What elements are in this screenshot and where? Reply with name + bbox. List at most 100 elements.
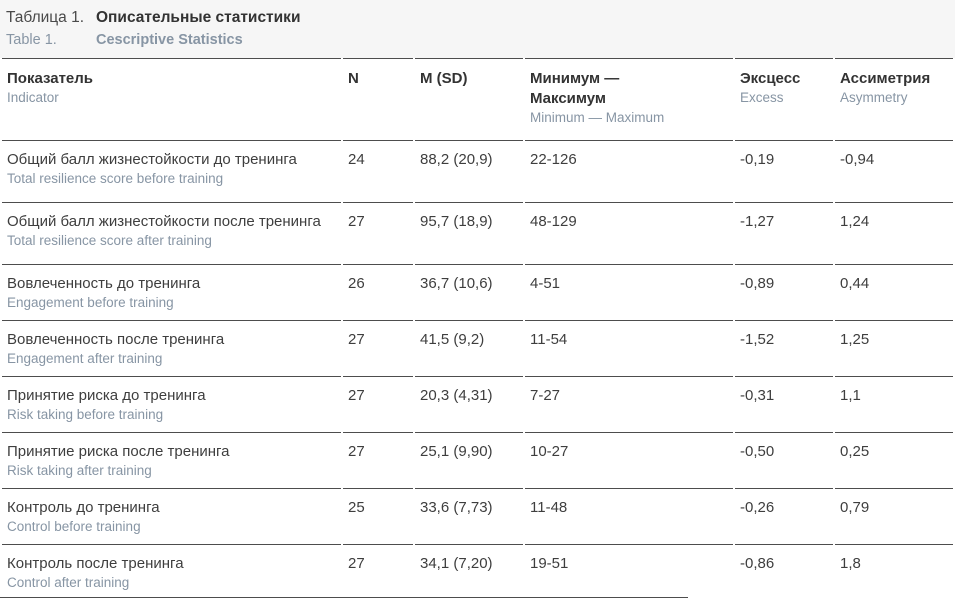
table-row: Общий балл жизнестойкости до тренинга To… xyxy=(2,140,953,202)
m-sd-value: 36,7 (10,6) xyxy=(420,275,493,292)
table-row: Принятие риска после тренинга Risk takin… xyxy=(2,432,953,488)
asymmetry-value: 1,24 xyxy=(840,213,870,230)
excess-cell: -1,52 xyxy=(735,320,833,376)
excess-value: -0,50 xyxy=(740,443,775,460)
min-max-cell: 48-129 xyxy=(525,202,733,264)
excess-cell: -0,86 xyxy=(735,544,833,600)
min-max-value: 19-51 xyxy=(530,555,569,572)
min-max-cell: 11-54 xyxy=(525,320,733,376)
n-cell: 27 xyxy=(343,320,413,376)
asymmetry-cell: -0,94 xyxy=(835,140,953,202)
table-row: Общий балл жизнестойкости после тренинга… xyxy=(2,202,953,264)
row-label-ru: Общий балл жизнестойкости после тренинга xyxy=(7,213,321,230)
excess-value: -0,19 xyxy=(740,151,775,168)
n-cell: 25 xyxy=(343,488,413,544)
n-value: 27 xyxy=(348,387,365,404)
asymmetry-cell: 0,79 xyxy=(835,488,953,544)
table-row: Контроль после тренинга Control after tr… xyxy=(2,544,953,600)
n-cell: 24 xyxy=(343,140,413,202)
indicator-cell: Принятие риска до тренинга Risk taking b… xyxy=(2,376,341,432)
row-label-ru: Принятие риска после тренинга xyxy=(7,443,230,460)
column-header-indicator: Показатель Indicator xyxy=(2,58,341,140)
min-max-cell: 7-27 xyxy=(525,376,733,432)
excess-cell: -0,19 xyxy=(735,140,833,202)
n-value: 24 xyxy=(348,151,365,168)
excess-value: -0,86 xyxy=(740,555,775,572)
n-value: 27 xyxy=(348,443,365,460)
table-caption: Таблица 1. Описательные статистики Table … xyxy=(0,0,955,58)
n-value: 27 xyxy=(348,555,365,572)
row-label-en: Engagement after training xyxy=(7,351,163,366)
caption-line-en: Table 1. Cescriptive Statistics xyxy=(6,29,955,51)
row-label-en: Total resilience score before training xyxy=(7,171,224,186)
n-value: 27 xyxy=(348,213,365,230)
column-header-excess: Эксцесс Excess xyxy=(735,58,833,140)
table-row: Вовлеченность после тренинга Engagement … xyxy=(2,320,953,376)
indicator-cell: Принятие риска после тренинга Risk takin… xyxy=(2,432,341,488)
m-sd-value: 95,7 (18,9) xyxy=(420,213,493,230)
m-sd-cell: 25,1 (9,90) xyxy=(415,432,523,488)
asymmetry-value: 0,79 xyxy=(840,499,870,516)
next-row-border-fragment xyxy=(0,597,688,598)
asymmetry-cell: 0,25 xyxy=(835,432,953,488)
asymmetry-cell: 1,25 xyxy=(835,320,953,376)
n-cell: 27 xyxy=(343,202,413,264)
row-label-en: Risk taking before training xyxy=(7,407,164,422)
m-sd-value: 88,2 (20,9) xyxy=(420,151,493,168)
m-sd-cell: 20,3 (4,31) xyxy=(415,376,523,432)
min-max-cell: 11-48 xyxy=(525,488,733,544)
excess-cell: -0,26 xyxy=(735,488,833,544)
column-header-excess-ru: Эксцесс xyxy=(740,70,801,87)
row-label-ru: Вовлеченность до тренинга xyxy=(7,275,201,292)
column-header-indicator-ru: Показатель xyxy=(7,70,94,87)
indicator-cell: Общий балл жизнестойкости до тренинга To… xyxy=(2,140,341,202)
asymmetry-value: 1,25 xyxy=(840,331,870,348)
indicator-cell: Контроль после тренинга Control after tr… xyxy=(2,544,341,600)
asymmetry-value: -0,94 xyxy=(840,151,875,168)
column-header-m-sd: M (SD) xyxy=(415,58,523,140)
min-max-cell: 22-126 xyxy=(525,140,733,202)
min-max-value: 7-27 xyxy=(530,387,561,404)
column-header-n-label: N xyxy=(348,70,359,87)
indicator-cell: Общий балл жизнестойкости после тренинга… xyxy=(2,202,341,264)
table-number-en: Table 1. xyxy=(6,32,57,48)
excess-cell: -0,50 xyxy=(735,432,833,488)
table-title-ru: Описательные статистики xyxy=(96,9,301,26)
min-max-value: 48-129 xyxy=(530,213,577,230)
asymmetry-value: 1,1 xyxy=(840,387,861,404)
excess-cell: -1,27 xyxy=(735,202,833,264)
column-header-excess-en: Excess xyxy=(740,90,784,105)
m-sd-value: 25,1 (9,90) xyxy=(420,443,493,460)
asymmetry-value: 0,44 xyxy=(840,275,870,292)
excess-value: -0,89 xyxy=(740,275,775,292)
excess-value: -0,26 xyxy=(740,499,775,516)
asymmetry-cell: 1,8 xyxy=(835,544,953,600)
table-title-en: Cescriptive Statistics xyxy=(96,32,243,48)
caption-line-ru: Таблица 1. Описательные статистики xyxy=(6,7,955,29)
asymmetry-value: 1,8 xyxy=(840,555,861,572)
min-max-cell: 10-27 xyxy=(525,432,733,488)
indicator-cell: Контроль до тренинга Control before trai… xyxy=(2,488,341,544)
table-row: Вовлеченность до тренинга Engagement bef… xyxy=(2,264,953,320)
asymmetry-cell: 0,44 xyxy=(835,264,953,320)
indicator-cell: Вовлеченность до тренинга Engagement bef… xyxy=(2,264,341,320)
m-sd-value: 34,1 (7,20) xyxy=(420,555,493,572)
asymmetry-cell: 1,1 xyxy=(835,376,953,432)
column-header-indicator-en: Indicator xyxy=(7,90,59,105)
n-value: 27 xyxy=(348,331,365,348)
indicator-cell: Вовлеченность после тренинга Engagement … xyxy=(2,320,341,376)
row-label-en: Control before training xyxy=(7,519,141,534)
row-label-en: Control after training xyxy=(7,575,130,590)
row-label-ru: Контроль до тренинга xyxy=(7,499,160,516)
m-sd-cell: 95,7 (18,9) xyxy=(415,202,523,264)
m-sd-cell: 36,7 (10,6) xyxy=(415,264,523,320)
n-cell: 27 xyxy=(343,376,413,432)
column-header-m-sd-label: M (SD) xyxy=(420,70,468,87)
row-label-en: Total resilience score after training xyxy=(7,233,212,248)
descriptive-statistics-table: Показатель Indicator N M (SD) Минимум — … xyxy=(0,58,955,600)
min-max-cell: 4-51 xyxy=(525,264,733,320)
excess-value: -0,31 xyxy=(740,387,775,404)
column-header-min-max: Минимум — Максимум Minimum — Maximum xyxy=(525,58,733,140)
m-sd-value: 41,5 (9,2) xyxy=(420,331,485,348)
excess-value: -1,52 xyxy=(740,331,775,348)
